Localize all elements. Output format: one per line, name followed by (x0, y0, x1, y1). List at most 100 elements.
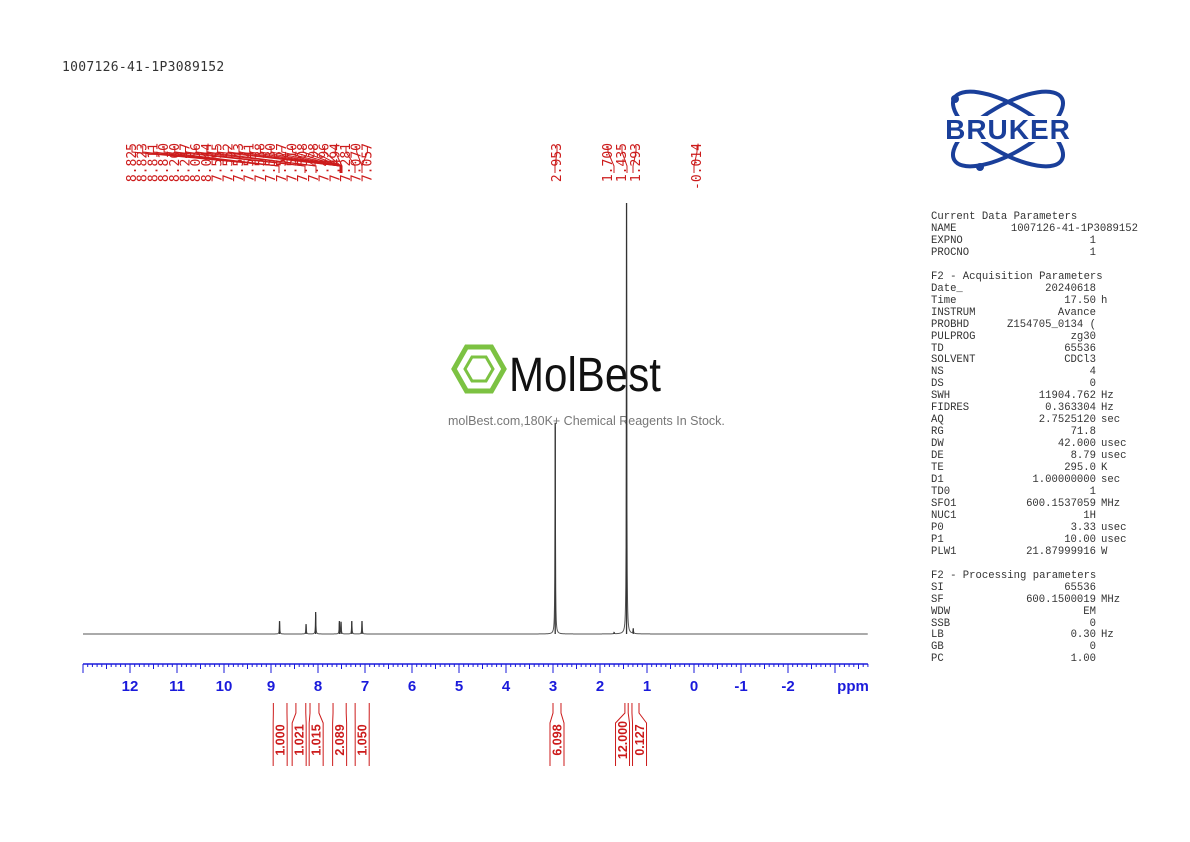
parameter-key: SF (931, 593, 944, 606)
x-tick-label: 6 (408, 678, 416, 695)
parameter-value: 0.30 (1070, 629, 1096, 642)
parameter-key: NAME (931, 222, 957, 235)
x-tick-label: 9 (267, 678, 275, 695)
parameter-unit: usec (1101, 521, 1127, 534)
peak-label: -0.014 (690, 143, 705, 190)
parameter-row: SSB 0 (931, 617, 1143, 631)
parameter-row: PC 1.00 (931, 653, 1143, 666)
parameter-key: SOLVENT (931, 354, 976, 367)
parameter-value: 8.79 (1070, 450, 1096, 463)
integral-value: 1.050 (356, 724, 370, 755)
parameter-value: Z154705_0134 ( (1006, 318, 1096, 331)
x-tick-label: 2 (596, 678, 604, 695)
integral-bracket (332, 703, 348, 766)
parameter-row: AQ 2.7525120 sec (931, 414, 1143, 427)
parameter-unit: W (1101, 545, 1108, 558)
parameter-value: EM (1083, 605, 1096, 618)
integral-value: 1.015 (310, 724, 324, 755)
parameter-key: WDW (931, 605, 951, 618)
parameter-value: 600.1537059 (1026, 497, 1096, 510)
parameter-unit: h (1101, 294, 1108, 307)
x-tick-label: 0 (690, 678, 698, 695)
parameter-value: 11904.762 (1038, 390, 1096, 403)
parameter-key: PULPROG (931, 330, 976, 343)
parameter-value: 10.00 (1064, 533, 1096, 546)
integral-bracket (354, 703, 370, 766)
x-tick-label: -2 (781, 678, 794, 695)
parameter-row: SF 600.1500019 MHz (931, 593, 1143, 607)
parameter-value: 21.87999916 (1026, 545, 1096, 558)
parameter-value: 0 (1089, 378, 1096, 391)
parameter-section-title: F2 - Processing parameters (931, 569, 1097, 582)
integral-bracket (549, 703, 565, 766)
parameter-unit: Hz (1101, 390, 1114, 403)
peak-label-connector (693, 146, 698, 173)
parameter-row: TD0 1 (931, 485, 1143, 499)
parameter-value: 600.1500019 (1026, 593, 1096, 606)
peak-label: 7.494 (328, 143, 343, 182)
x-axis-label: ppm (837, 678, 869, 695)
parameter-value: 1.00000000 (1032, 474, 1096, 487)
parameter-value: zg30 (1070, 330, 1096, 343)
integral-value: 0.127 (633, 724, 647, 755)
peak-label-connector (206, 146, 317, 173)
parameter-key: SI (931, 581, 944, 594)
peak-label-connector (621, 146, 628, 173)
parameter-section-title: Current Data Parameters (931, 211, 1078, 223)
integral-value: 1.021 (293, 724, 307, 755)
parameter-value: 4 (1089, 366, 1096, 379)
parameter-row: FIDRES 0.363304 Hz (931, 402, 1143, 415)
parameter-key: AQ (931, 414, 944, 427)
parameter-row: PULPROG zg30 (931, 330, 1143, 344)
parameter-row: DS 0 (931, 378, 1143, 391)
peak-label: 7.508 (296, 143, 311, 182)
parameter-row: RG 71.8 (931, 426, 1143, 439)
parameter-row: NUC1 1H (931, 510, 1143, 523)
watermark-tagline: molBest.com,180K+ Chemical Reagents In S… (448, 414, 725, 428)
parameter-row: EXPNO 1 (931, 235, 1143, 248)
integral-value: 1.000 (274, 724, 288, 755)
parameter-key: GB (931, 641, 944, 654)
parameter-row: SOLVENT CDCl3 (931, 355, 1143, 367)
parameter-key: Date_ (931, 282, 963, 295)
parameter-key: FIDRES (931, 402, 970, 415)
parameter-row: WDW EM (931, 605, 1143, 619)
x-tick-label: 7 (361, 678, 369, 695)
parameter-value: 42.000 (1057, 438, 1096, 451)
parameter-value: 0 (1089, 617, 1096, 630)
peak-label: 7.496 (318, 143, 333, 182)
acquisition-parameters-panel: Current Data Parameters NAME 1007126-41-1P… (931, 211, 1143, 666)
peak-label-connector (334, 146, 343, 173)
peak-label: 1.700 (601, 143, 616, 182)
peak-label: 1.435 (615, 143, 630, 182)
parameter-unit: MHz (1101, 593, 1121, 606)
parameter-row: Date_ 20240618 (931, 282, 1143, 296)
parameter-value: 1.00 (1070, 653, 1096, 666)
parameter-unit: Hz (1101, 629, 1114, 642)
x-tick-label: 12 (122, 678, 139, 695)
parameter-unit: usec (1101, 438, 1127, 451)
parameter-row: PLW1 21.87999916 W (931, 545, 1143, 559)
parameter-row: SFO1 600.1537059 MHz (931, 497, 1143, 511)
parameter-unit: usec (1101, 533, 1127, 546)
parameter-value: 1 (1089, 485, 1096, 498)
peak-label: 7.070 (350, 143, 365, 182)
parameter-value: 65536 (1064, 581, 1096, 594)
peak-label-connector (554, 146, 558, 173)
x-tick-label: 10 (216, 678, 233, 695)
parameter-row: PROBHD Z154705_0134 ( (931, 318, 1143, 332)
parameter-value: 65536 (1064, 342, 1096, 355)
parameter-unit: K (1101, 462, 1108, 475)
sample-name: 1007126-41-1P3089152 (62, 60, 225, 75)
parameter-key: Time (931, 294, 957, 307)
peak-label-connector (361, 146, 368, 173)
integral-bracket (272, 703, 288, 766)
parameter-value: 0.363304 (1045, 402, 1096, 415)
parameter-row: GB 0 (931, 641, 1143, 654)
parameter-value: 71.8 (1070, 426, 1096, 439)
peak-label-connector (281, 146, 341, 173)
peak-label-connector (345, 146, 356, 173)
parameter-key: SWH (931, 390, 951, 403)
parameter-key: PLW1 (931, 545, 957, 558)
